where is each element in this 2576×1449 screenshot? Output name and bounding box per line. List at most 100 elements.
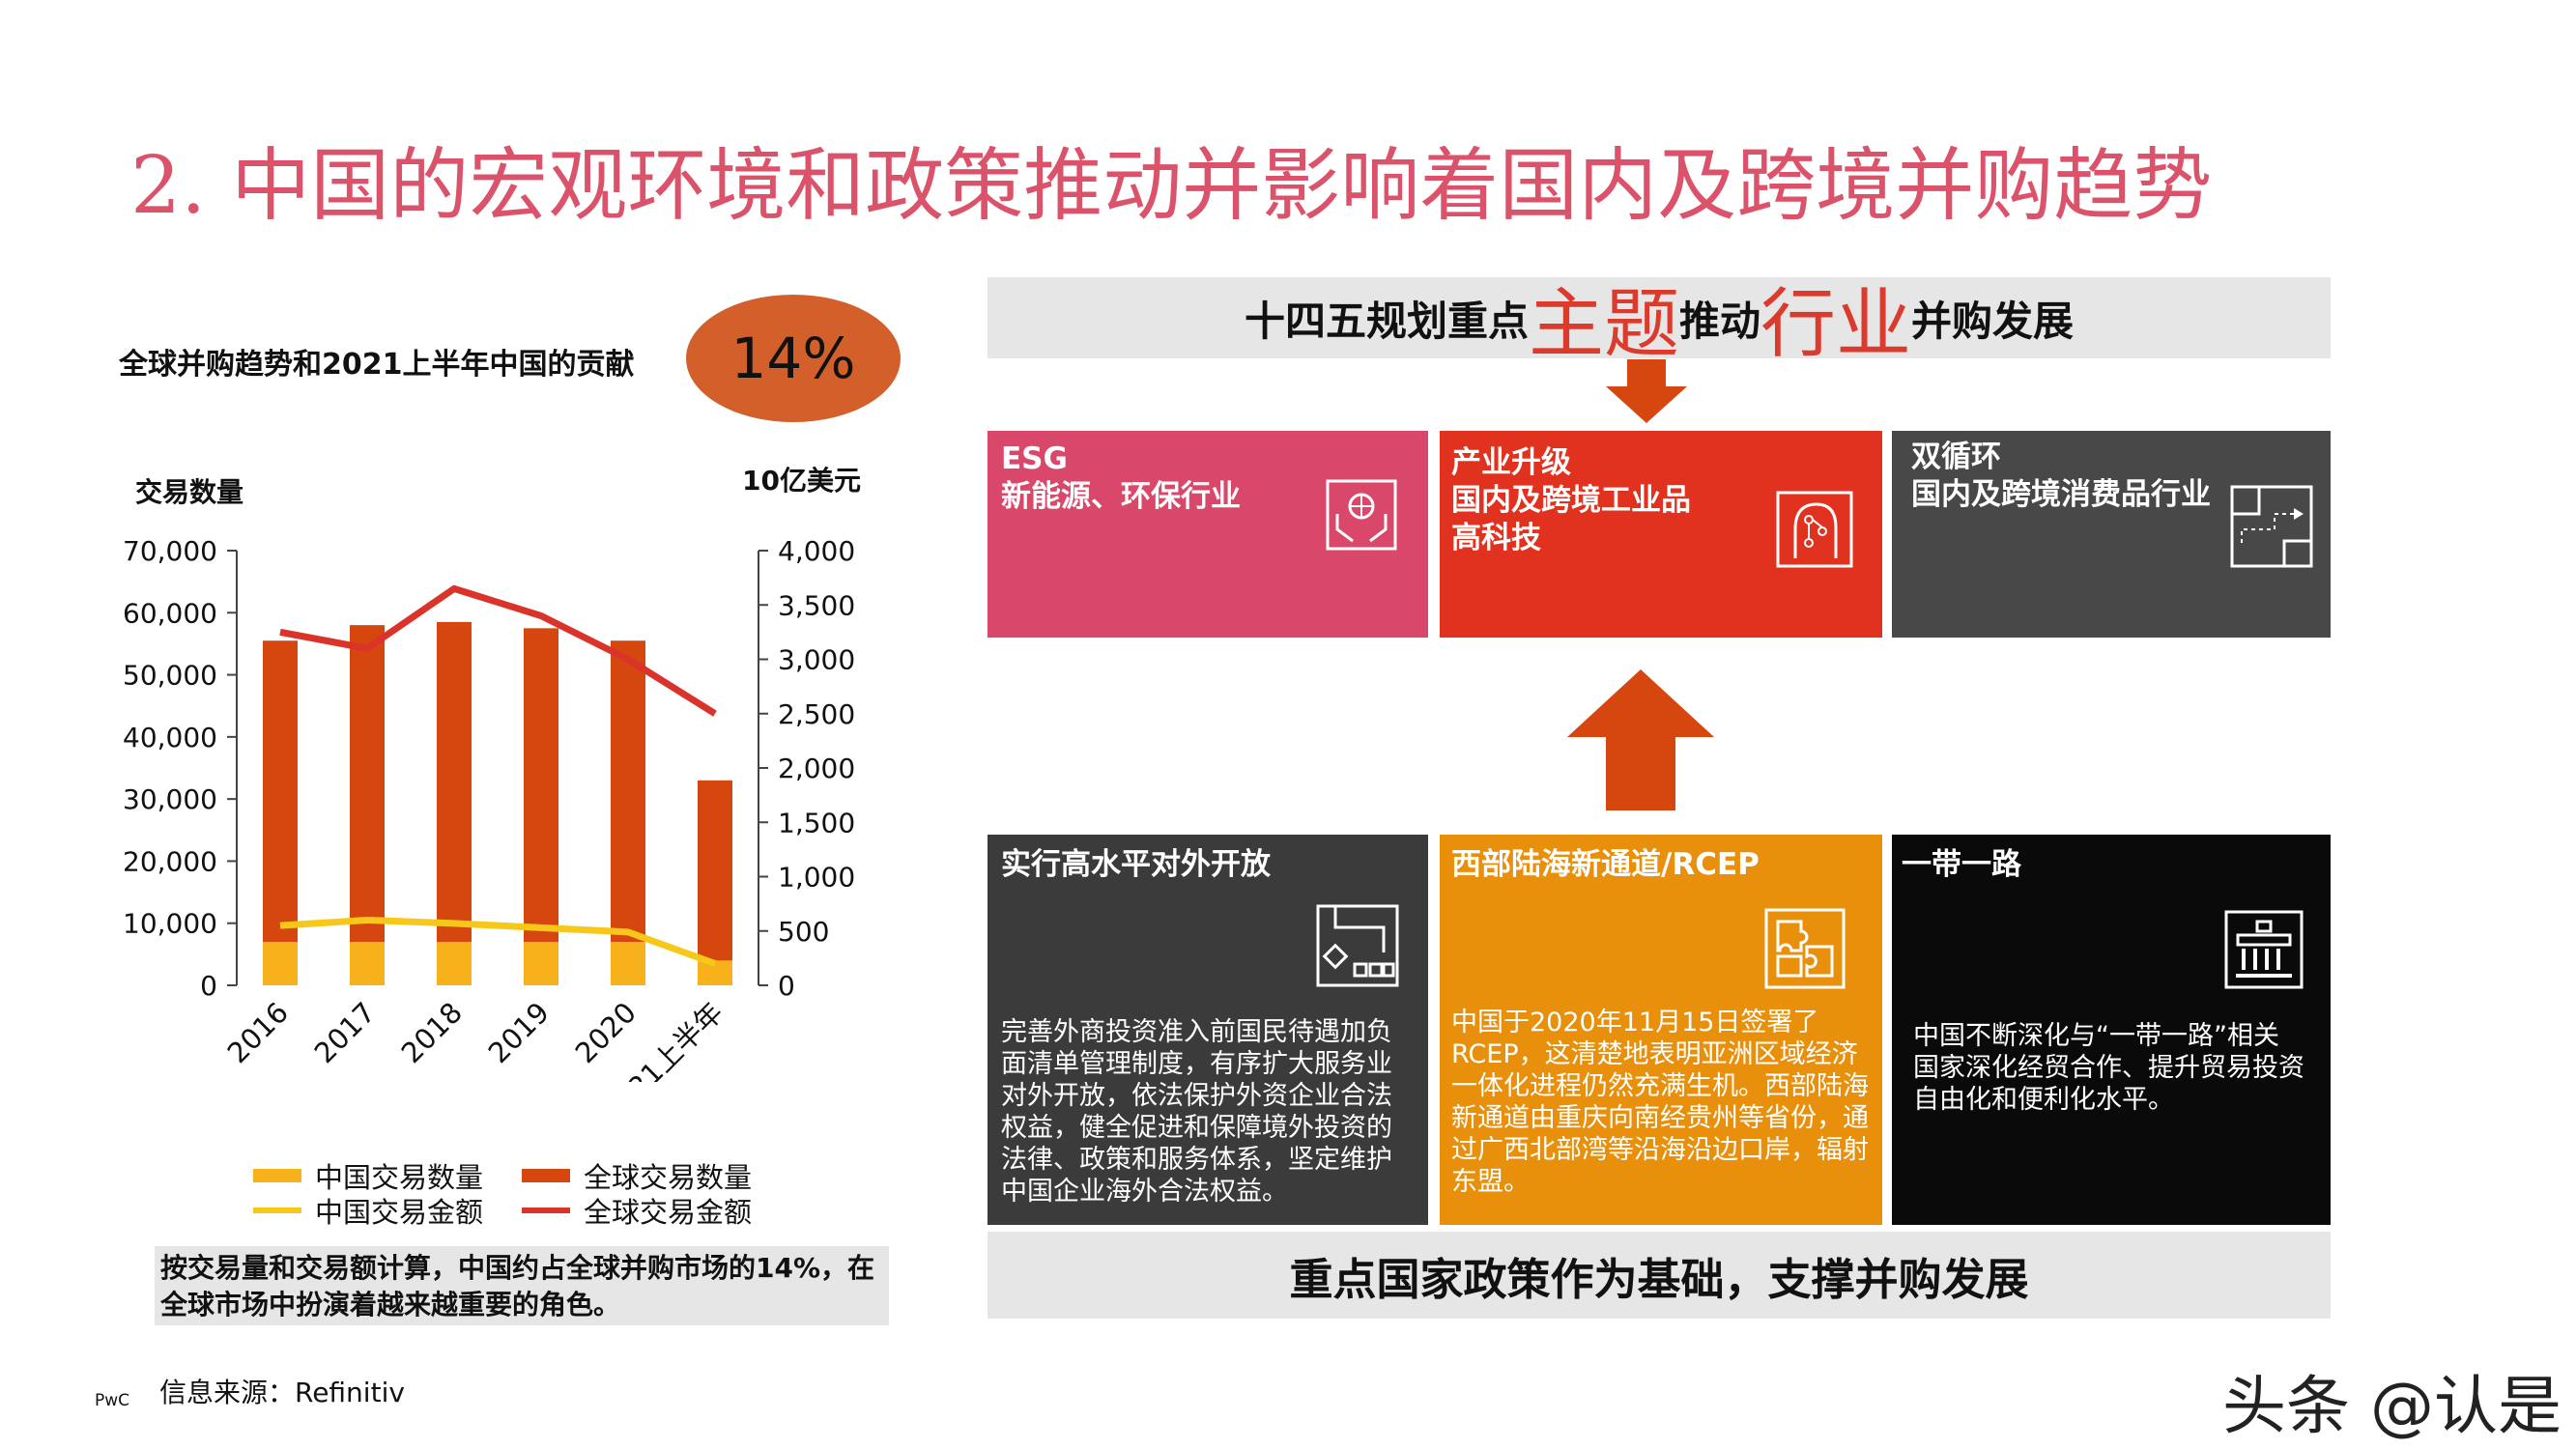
x-tick-label: 2018 (395, 996, 469, 1069)
legend-item-china-count: 中国交易数量 (253, 1155, 483, 1196)
box-body: 中国于2020年11月15日签署了 RCEP，这清楚地表明亚洲区域经济 一体化进… (1451, 1007, 1869, 1198)
box-line: ESG (1001, 441, 1068, 476)
pwc-logo-text: PwC (95, 1391, 130, 1410)
circuit-head-icon (1776, 491, 1853, 568)
bar-global-count (698, 780, 732, 985)
left-tick-label: 30,000 (123, 783, 217, 815)
body-line: 完善外商投资准入前国民待遇加负 (1001, 1017, 1392, 1047)
bank-icon (2224, 910, 2304, 989)
right-tick-label: 1,000 (778, 862, 855, 894)
body-line: 中国企业海外合法权益。 (1001, 1177, 1288, 1207)
legend-item-global-value: 全球交易金额 (522, 1190, 752, 1231)
banner-text: 十四五规划重点 (1244, 297, 1529, 345)
bar-china-count (524, 942, 558, 985)
legend-item-global-count: 全球交易数量 (522, 1155, 752, 1196)
legend-swatch (253, 1169, 301, 1182)
x-tick-label: 2017 (308, 996, 382, 1069)
hands-globe-icon (1326, 479, 1397, 551)
body-line: 新通道由重庆向南经贵州等省份，通 (1451, 1103, 1869, 1133)
box-line: 高科技 (1451, 521, 1541, 555)
box-line: 双循环 (1911, 440, 2001, 474)
bar-global-count (350, 625, 385, 985)
right-tick-label: 3,000 (778, 644, 855, 676)
up-arrow-icon (1567, 669, 1714, 810)
banner-text: 并购发展 (1911, 297, 2075, 345)
banner-highlight: 行业 (1760, 281, 1912, 368)
right-tick-label: 500 (778, 916, 829, 948)
legend-label: 全球交易金额 (584, 1196, 753, 1229)
box-title: 一带一路 (1902, 847, 2021, 882)
crane-cargo-icon (1316, 904, 1399, 987)
bar-global-count (524, 628, 558, 985)
body-line: 中国不断深化与“一带一路”相关 (1913, 1021, 2279, 1051)
right-tick-label: 3,500 (778, 589, 855, 621)
left-axis-label: 交易数量 (135, 476, 244, 508)
industrial-upgrade-box: 产业升级 国内及跨境工业品 高科技 (1440, 431, 1882, 638)
right-tick-label: 1,500 (778, 807, 855, 838)
right-axis-label: 10亿美元 (742, 465, 861, 497)
x-tick-label: 2020 (569, 996, 643, 1069)
box-line: 新能源、环保行业 (1001, 479, 1241, 514)
source-note: 信息来源：Refinitiv (159, 1377, 405, 1408)
left-tick-label: 10,000 (123, 908, 217, 940)
box-line: 国内及跨境消费品行业 (1911, 477, 2211, 512)
x-tick-label: 2019 (482, 996, 556, 1069)
box-title: 西部陆海新通道/RCEP (1451, 847, 1760, 882)
body-line: 法律、政策和服务体系，坚定维护 (1001, 1145, 1392, 1175)
dual-circulation-box: 双循环 国内及跨境消费品行业 (1892, 431, 2331, 638)
down-arrow-icon (1606, 359, 1687, 423)
bar-china-count (698, 960, 732, 985)
legend-swatch (522, 1208, 570, 1213)
opening-up-box: 实行高水平对外开放 完善外商投资准入前国民待遇加负 面清单管理制度，有序扩大服务… (987, 835, 1428, 1225)
legend-swatch (522, 1169, 570, 1182)
left-tick-label: 70,000 (123, 535, 217, 567)
body-line: 权益，健全促进和保障境外投资的 (1001, 1113, 1392, 1143)
left-tick-label: 40,000 (123, 722, 217, 753)
body-line: 自由化和便利化水平。 (1913, 1085, 2174, 1115)
box-title: 实行高水平对外开放 (1001, 847, 1271, 882)
banner-highlight: 主题 (1528, 281, 1679, 368)
box-line: 产业升级 (1451, 445, 1571, 480)
legend-label: 中国交易金额 (315, 1196, 484, 1229)
bar-china-count (437, 942, 472, 985)
right-tick-label: 4,000 (778, 535, 855, 567)
body-line: 一体化进程仍然充满生机。西部陆海 (1451, 1071, 1869, 1101)
top-banner: 十四五规划重点 主题 推动 行业 并购发展 (987, 277, 2331, 368)
left-tick-label: 60,000 (123, 597, 217, 629)
summary-text: 按交易量和交易额计算，中国约占全球并购市场的14%，在全球市场中扮演着越来越重要… (155, 1246, 889, 1325)
line-china-value (279, 917, 717, 967)
bar-global-count (263, 640, 298, 985)
body-line: RCEP，这清楚地表明亚洲区域经济 (1451, 1039, 1858, 1069)
left-tick-label: 50,000 (123, 660, 217, 692)
box-body: 完善外商投资准入前国民待遇加负 面清单管理制度，有序扩大服务业 对外开放，依法保… (1001, 1016, 1392, 1208)
legend-label: 全球交易数量 (584, 1161, 753, 1194)
box-line: 国内及跨境工业品 (1451, 483, 1691, 518)
esg-box: ESG 新能源、环保行业 (987, 431, 1428, 638)
banner-text: 推动 (1678, 297, 1760, 345)
body-line: 东盟。 (1451, 1167, 1530, 1197)
right-tick-label: 2,000 (778, 753, 855, 784)
line-global-value (279, 584, 717, 717)
left-tick-label: 20,000 (123, 845, 217, 877)
bar-china-count (611, 942, 645, 985)
bar-china-count (263, 942, 298, 985)
bar-global-count (437, 621, 472, 985)
legend-swatch (253, 1208, 301, 1213)
route-map-icon (2230, 485, 2313, 568)
belt-road-box: 一带一路 中国不断深化与“一带一路”相关 国家深化经贸合作、提升贸易投资 自由化… (1892, 835, 2331, 1225)
puzzle-icon (1764, 908, 1846, 989)
page-title: 2. 中国的宏观环境和政策推动并影响着国内及跨境并购趋势 (130, 140, 2213, 232)
box-body: 中国不断深化与“一带一路”相关 国家深化经贸合作、提升贸易投资 自由化和便利化水… (1913, 1020, 2304, 1116)
body-line: 国家深化经贸合作、提升贸易投资 (1913, 1053, 2304, 1083)
body-line: 面清单管理制度，有序扩大服务业 (1001, 1049, 1392, 1079)
right-tick-label: 2,500 (778, 698, 855, 730)
left-tick-label: 0 (200, 970, 217, 1002)
watermark-text: 头条 @认是 (2222, 1369, 2562, 1443)
body-line: 对外开放，依法保护外资企业合法 (1001, 1081, 1392, 1111)
body-line: 过广西北部湾等沿海沿边口岸，辐射 (1451, 1135, 1869, 1165)
body-line: 中国于2020年11月15日签署了 (1451, 1008, 1819, 1037)
bar-china-count (350, 942, 385, 985)
bottom-banner: 重点国家政策作为基础，支撑并购发展 (987, 1232, 2331, 1319)
china-share-badge: 14% (686, 295, 901, 422)
right-tick-label: 0 (778, 970, 795, 1002)
